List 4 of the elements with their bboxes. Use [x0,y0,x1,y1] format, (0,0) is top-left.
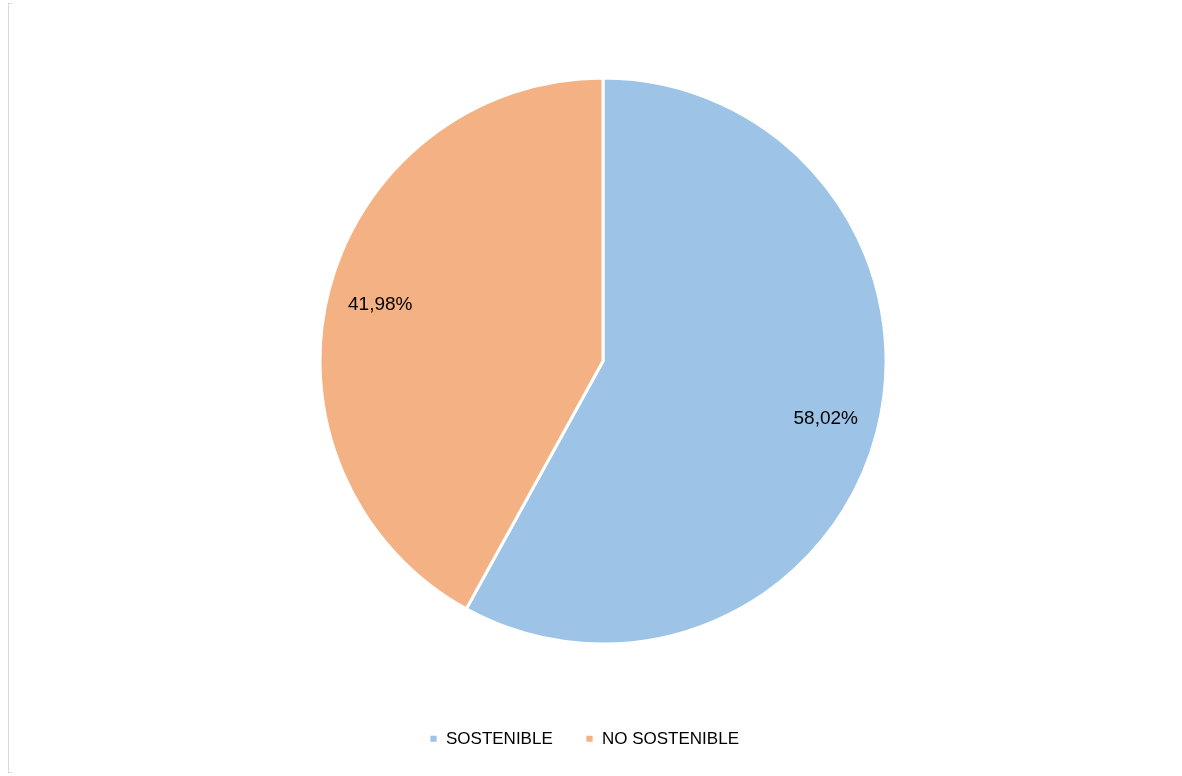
data-label: 41,98% [348,292,413,314]
legend-label: SOSTENIBLE [446,728,553,748]
legend-label: NO SOSTENIBLE [602,728,739,748]
data-label: 58,02% [793,407,859,429]
